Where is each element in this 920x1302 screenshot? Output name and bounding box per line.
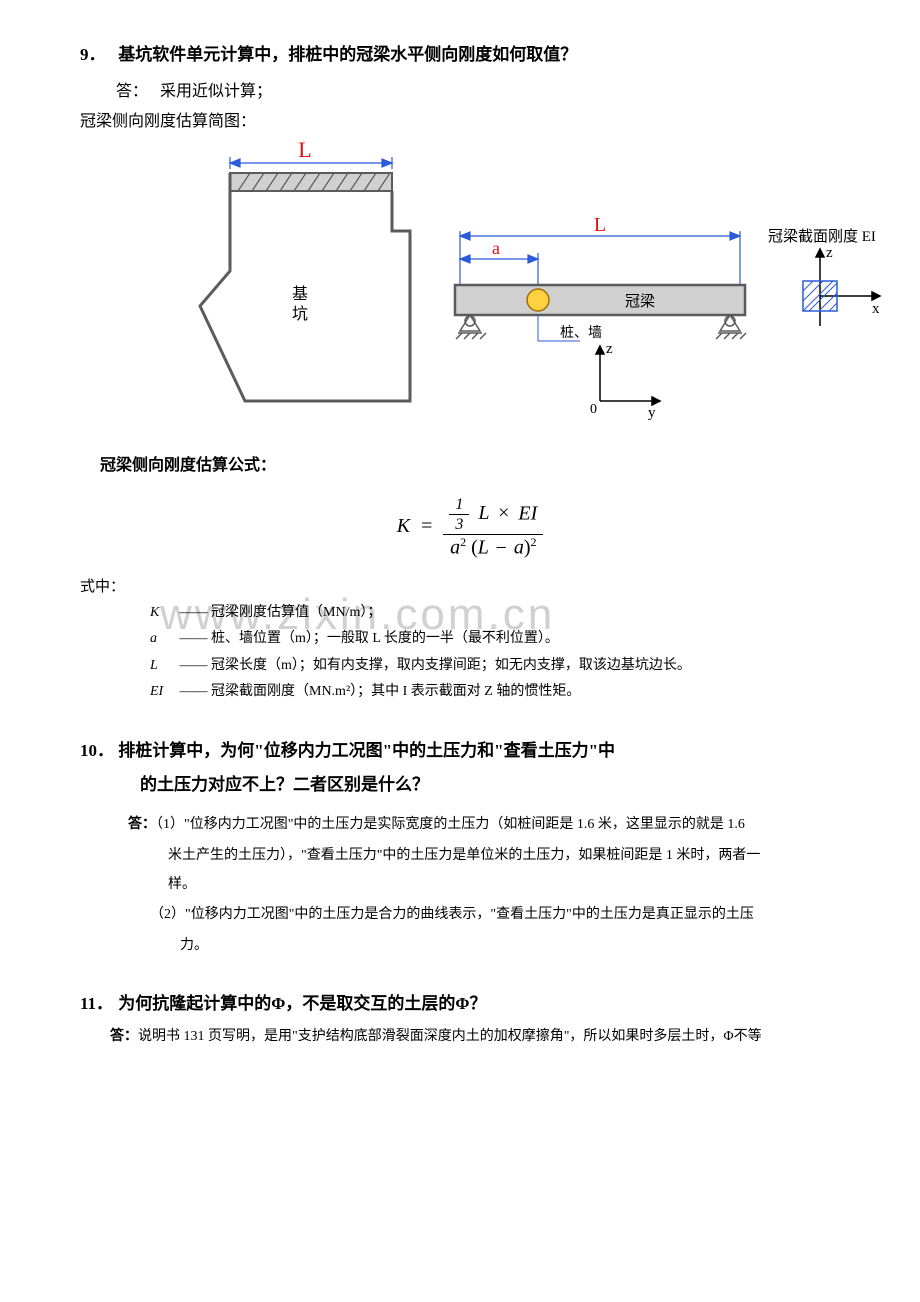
- q11-ans-label: 答：: [110, 1029, 138, 1044]
- q9-answer-label: 答：: [116, 83, 148, 100]
- q11-ans: 答：说明书 131 页写明，是用"支护结构底部滑裂面深度内土的加权摩擦角"，所以…: [110, 1024, 860, 1049]
- where-a-sym: a: [150, 628, 176, 650]
- q9-formula: K = 1 3 L × EI a2 (L − a)2: [80, 495, 860, 560]
- q10-title2: 的土压力对应不上？二者区别是什么？: [140, 775, 429, 794]
- where-EI-desc: 冠梁截面刚度（MN.m²）；其中 I 表示截面对 Z 轴的惯性矩。: [211, 684, 580, 699]
- dim-L-left-label: L: [298, 141, 311, 162]
- formula-frac: 1 3 L × EI a2 (L − a)2: [443, 495, 543, 560]
- q10-ans2b: 力。: [180, 931, 860, 960]
- q11-ans-text: 说明书 131 页写明，是用"支护结构底部滑裂面深度内土的加权摩擦角"，所以如果…: [138, 1029, 762, 1044]
- q10-ans1c: 样。: [168, 870, 860, 899]
- coord-z: z: [606, 341, 613, 357]
- where-L-dash: ——: [180, 658, 208, 673]
- coord-x: x: [872, 301, 880, 317]
- q9-title: 基坑软件单元计算中，排桩中的冠梁水平侧向刚度如何取值？: [118, 45, 577, 64]
- formula-den: a2 (L − a)2: [443, 535, 543, 560]
- dim-a-label: a: [492, 238, 500, 258]
- q9-where: 式中：: [80, 575, 860, 596]
- q9-diagram: L: [160, 141, 890, 431]
- q9-sub-header: 冠梁侧向刚度估算公式：: [100, 451, 860, 475]
- q10-ans2a: （2）"位移内力工况图"中的土压力是合力的曲线表示，"查看土压力"中的土压力是真…: [150, 900, 860, 929]
- where-EI-sym: EI: [150, 681, 176, 703]
- where-K-dash: ——: [180, 605, 208, 620]
- pile-marker: [527, 289, 549, 311]
- formula-one: 1: [449, 495, 469, 515]
- ei-label: 冠梁截面刚度 EI: [768, 228, 876, 245]
- where-K: K —— 冠梁刚度估算值（MN/m）；: [150, 602, 860, 624]
- where-K-desc: 冠梁刚度估算值（MN/m）；: [211, 605, 381, 620]
- formula-L: L: [474, 502, 489, 524]
- q9-number: 9．: [80, 40, 114, 65]
- formula-a1: a: [450, 537, 460, 559]
- where-a: a —— 桩、墙位置（m）；一般取 L 长度的一半（最不利位置）。: [150, 628, 860, 650]
- pit-label-1: 基: [292, 285, 308, 303]
- coord-y: y: [648, 405, 656, 421]
- coord-zero: 0: [590, 402, 597, 417]
- beam-rect: [455, 285, 745, 315]
- formula-L2: L: [478, 537, 489, 559]
- q10-title1: 排桩计算中，为何"位移内力工况图"中的土压力和"查看土压力"中: [118, 741, 615, 760]
- coord-z2: z: [826, 245, 833, 261]
- where-a-dash: ——: [180, 631, 208, 646]
- q9-answer: 答： 采用近似计算；: [116, 77, 860, 101]
- support-left: [456, 315, 486, 339]
- q9-line2: 冠梁侧向刚度估算简图：: [80, 107, 860, 131]
- where-L-desc: 冠梁长度（m）；如有内支撑，取内支撑间距；如无内支撑，取该边基坑边长。: [211, 658, 691, 673]
- where-a-desc: 桩、墙位置（m）；一般取 L 长度的一半（最不利位置）。: [211, 631, 559, 646]
- support-right: [716, 315, 746, 339]
- where-EI-dash: ——: [180, 684, 208, 699]
- q9-header: 9． 基坑软件单元计算中，排桩中的冠梁水平侧向刚度如何取值？: [80, 40, 860, 65]
- formula-num: 1 3 L × EI: [443, 495, 543, 535]
- q10-ans1b: 米土产生的土压力），"查看土压力"中的土压力是单位米的土压力，如果桩间距是 1 …: [168, 841, 860, 870]
- diagram-svg: L: [160, 141, 890, 431]
- formula-K: K: [397, 515, 410, 537]
- q11-number: 11．: [80, 989, 114, 1014]
- question-9: 9． 基坑软件单元计算中，排桩中的冠梁水平侧向刚度如何取值？ 答： 采用近似计算…: [80, 40, 860, 704]
- q10-ans-label: 答：: [128, 817, 156, 832]
- pile-label: 桩、墙: [560, 324, 602, 341]
- q10-header: 10． 排桩计算中，为何"位移内力工况图"中的土压力和"查看土压力"中 的土压力…: [80, 734, 860, 802]
- formula-a2: a: [514, 537, 524, 559]
- where-K-sym: K: [150, 602, 176, 624]
- q9-answer-text: 采用近似计算；: [160, 83, 272, 100]
- q10-number: 10．: [80, 734, 114, 768]
- page-content: 9． 基坑软件单元计算中，排桩中的冠梁水平侧向刚度如何取值？ 答： 采用近似计算…: [80, 40, 860, 1049]
- q11-header: 11． 为何抗隆起计算中的Φ，不是取交互的土层的Φ？: [80, 989, 860, 1014]
- beam-label: 冠梁: [625, 293, 655, 310]
- pit-label-2: 坑: [292, 305, 308, 323]
- formula-three: 3: [449, 515, 469, 534]
- where-L-sym: L: [150, 655, 176, 677]
- formula-EI: EI: [518, 502, 537, 524]
- formula-eq: =: [415, 515, 438, 537]
- q10-ans1a-text: （1）"位移内力工况图"中的土压力是实际宽度的土压力（如桩间距是 1.6 米，这…: [156, 817, 745, 832]
- dim-L-right-label: L: [594, 214, 606, 236]
- where-EI: EI —— 冠梁截面刚度（MN.m²）；其中 I 表示截面对 Z 轴的惯性矩。: [150, 681, 860, 703]
- dim-L-right: [460, 231, 740, 285]
- q10-ans1a: 答：（1）"位移内力工况图"中的土压力是实际宽度的土压力（如桩间距是 1.6 米…: [128, 810, 860, 839]
- q11-title: 为何抗隆起计算中的Φ，不是取交互的土层的Φ？: [118, 994, 486, 1013]
- where-L: L —— 冠梁长度（m）；如有内支撑，取内支撑间距；如无内支撑，取该边基坑边长。: [150, 655, 860, 677]
